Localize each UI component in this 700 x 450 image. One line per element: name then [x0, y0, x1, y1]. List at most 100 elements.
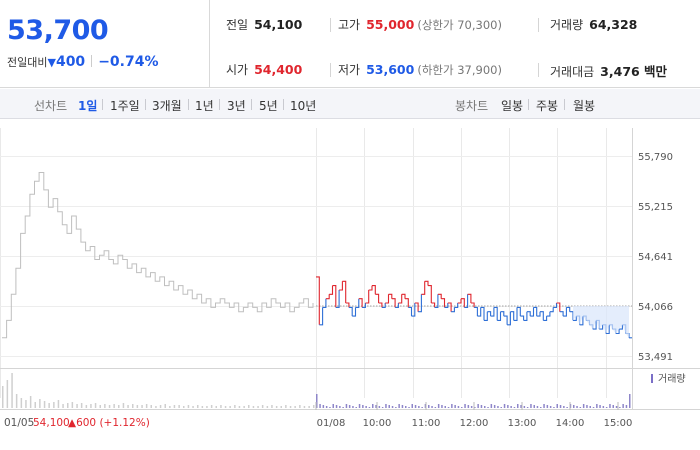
stat-prev-close: 전일 54,100	[226, 16, 302, 33]
prev-volume-bar	[90, 404, 92, 408]
today-series-segment	[401, 293, 406, 299]
today-series-segment	[543, 316, 548, 321]
today-series-segment	[540, 311, 544, 321]
today-volume-bar	[408, 407, 410, 408]
prev-volume-bar	[206, 406, 208, 408]
period-1d[interactable]: 1일	[78, 99, 98, 113]
today-volume-bar	[464, 404, 466, 408]
prev-volume-bar	[271, 405, 273, 408]
period-divider	[528, 99, 529, 110]
today-series-segment	[325, 294, 330, 300]
today-series-segment	[431, 302, 436, 308]
today-series-segment	[464, 294, 469, 308]
today-volume-bar	[398, 404, 400, 408]
line-chart-label: 선차트	[34, 99, 68, 113]
candle-daily[interactable]: 일봉	[501, 99, 524, 113]
today-series-segment	[362, 303, 366, 308]
stat-value: 55,000	[366, 17, 415, 32]
today-volume-bar	[332, 404, 334, 408]
prev-volume-bar	[15, 394, 18, 408]
today-series-segment	[395, 303, 399, 308]
today-volume-bar	[526, 407, 529, 408]
today-volume-bar	[497, 406, 499, 408]
stat-sub: (하한가 37,900)	[417, 63, 502, 77]
prev-volume-bar	[224, 406, 227, 408]
today-series-segment	[526, 311, 531, 317]
prev-volume-bar	[99, 405, 101, 408]
prev-volume-bar	[248, 405, 250, 408]
today-volume-bar	[454, 405, 456, 408]
today-series-segment	[523, 311, 528, 321]
today-volume-bar	[543, 404, 545, 408]
today-volume-bar	[348, 405, 351, 408]
change-value: 400	[55, 54, 86, 70]
today-volume-bar	[622, 404, 624, 408]
prev-volume-bar	[308, 406, 310, 408]
today-volume-bar	[447, 407, 450, 408]
candle-chart-label: 봉차트	[455, 99, 489, 113]
period-divider	[251, 99, 252, 110]
stat-value: 54,400	[254, 62, 303, 77]
candle-weekly[interactable]: 주봉	[536, 99, 559, 113]
period-1y[interactable]: 1년	[195, 99, 214, 113]
today-series-segment	[533, 306, 538, 317]
prev-volume-bar	[234, 405, 236, 408]
period-5y[interactable]: 5년	[259, 99, 278, 113]
today-series-segment	[615, 329, 620, 335]
prev-volume-bar	[39, 399, 41, 408]
today-series-segment	[381, 303, 386, 308]
period-1w[interactable]: 1주일	[110, 99, 140, 113]
today-volume-bar	[395, 407, 397, 408]
today-volume-bar	[609, 404, 611, 408]
candle-monthly[interactable]: 월봉	[573, 99, 596, 113]
stat-divider	[538, 63, 539, 77]
today-volume-bar	[605, 407, 608, 408]
today-volume-bar	[546, 405, 549, 408]
prev-volume-bar	[127, 405, 129, 408]
period-divider	[219, 99, 220, 110]
stat-volume: 거래량 64,328	[550, 16, 637, 33]
prev-volume-bar	[141, 405, 143, 408]
end-shade-area	[573, 305, 629, 338]
today-volume-bar	[533, 405, 535, 408]
stat-divider	[330, 18, 331, 32]
period-3m[interactable]: 3개월	[152, 99, 182, 113]
today-series-segment	[444, 303, 449, 308]
today-series-segment	[536, 311, 541, 317]
today-series-segment	[378, 302, 383, 308]
change-row: 전일대비▼400 −0.74%	[7, 54, 159, 70]
today-series-segment	[490, 307, 495, 317]
today-volume-bar	[451, 404, 453, 408]
today-volume-bar	[540, 407, 542, 408]
today-volume-bar	[477, 404, 479, 408]
period-3y[interactable]: 3년	[227, 99, 246, 113]
today-volume-bar	[388, 405, 390, 408]
today-volume-bar	[500, 407, 502, 408]
today-series-segment	[605, 324, 610, 335]
today-series-segment	[510, 311, 515, 321]
today-series-segment	[385, 294, 390, 304]
x-tick-label: 14:00	[556, 418, 585, 429]
today-series-segment	[398, 294, 403, 304]
prev-volume-bar	[11, 373, 13, 408]
today-volume-bar	[421, 407, 423, 408]
prev-volume-bar	[85, 405, 88, 408]
today-series-segment	[424, 280, 429, 286]
prev-day-change: ▲600 (+1.12%)	[68, 417, 150, 429]
today-series-segment	[549, 307, 554, 313]
today-volume-bar	[391, 406, 394, 408]
today-series-segment	[454, 303, 459, 308]
period-divider	[145, 99, 146, 110]
today-series-segment	[372, 285, 376, 295]
period-10y[interactable]: 10년	[290, 99, 317, 113]
stat-label: 거래대금	[550, 65, 595, 79]
prev-day-series	[2, 172, 314, 339]
today-series-segment	[345, 302, 350, 308]
today-series-segment	[569, 311, 574, 321]
today-series-segment	[348, 306, 353, 317]
prev-volume-bar	[67, 403, 69, 408]
y-tick-label: 54,641	[638, 252, 673, 263]
today-series-segment	[520, 315, 525, 321]
prev-volume-bar	[266, 406, 269, 408]
today-volume-bar	[470, 406, 473, 408]
